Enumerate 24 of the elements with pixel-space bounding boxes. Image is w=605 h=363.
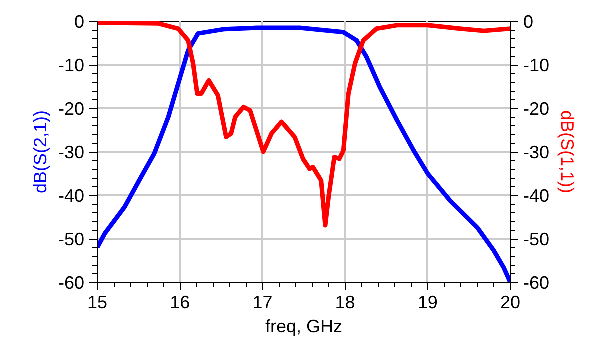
y-axis-title: dB(S(2,1)): [30, 110, 50, 194]
y-tick-label: -10: [58, 56, 84, 76]
y2-tick-label: -40: [524, 186, 550, 206]
y2-axis-title: dB(S(1,1)): [558, 110, 578, 194]
x-tick-label: 18: [335, 292, 356, 312]
y-tick-label: -40: [58, 186, 84, 206]
x-tick-label: 16: [170, 292, 190, 312]
x-tick-label: 19: [418, 292, 438, 312]
x-tick-label: 17: [252, 292, 273, 312]
y2-tick-label: 0: [524, 12, 534, 32]
line-series: [98, 22, 510, 228]
y-tick-label: -20: [58, 99, 84, 119]
y2-tick-label: -10: [524, 56, 550, 76]
y-tick-label: -30: [58, 142, 84, 162]
y-tick-label: -60: [58, 273, 84, 293]
x-tick-label: 20: [500, 292, 521, 312]
y-tick-label: -50: [58, 230, 84, 250]
y2-tick-label: -30: [524, 142, 550, 162]
y2-tick-label: -50: [524, 230, 550, 250]
y2-tick-label: -20: [524, 99, 550, 119]
y-tick-label: 0: [74, 12, 85, 32]
x-tick-label: 15: [87, 292, 108, 312]
x-axis-title: freq, GHz: [265, 316, 343, 336]
y2-tick-label: -60: [524, 273, 550, 293]
